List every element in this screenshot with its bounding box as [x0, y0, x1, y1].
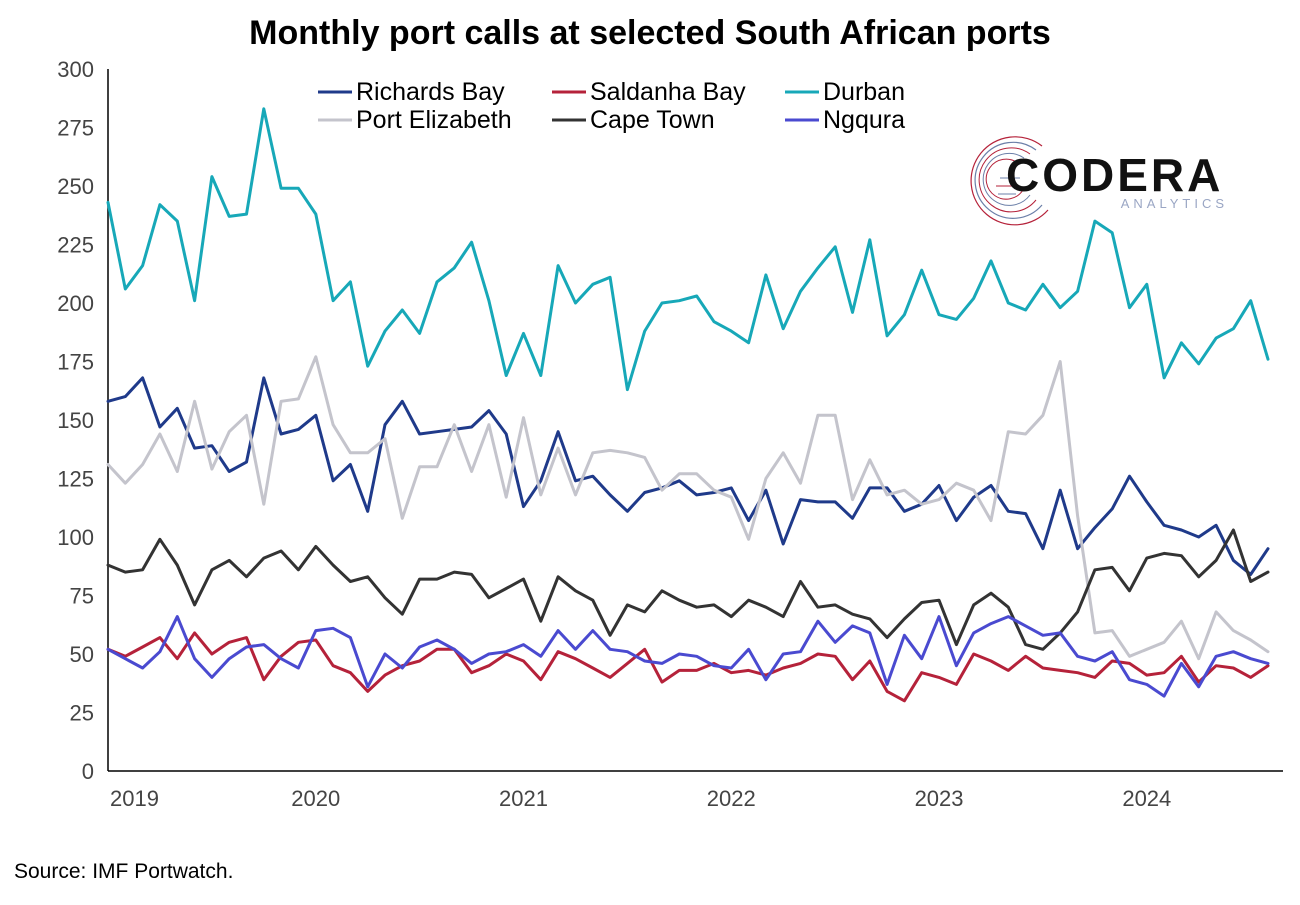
legend-label: Saldanha Bay [590, 78, 746, 106]
y-tick-label-125: 125 [57, 467, 94, 492]
y-tick-label-175: 175 [57, 350, 94, 375]
y-tick-label-25: 25 [70, 701, 94, 726]
series-line-ngqura [106, 615, 1270, 698]
legend-label: Ngqura [823, 106, 905, 134]
legend-item-durban: Durban [785, 78, 905, 106]
y-tick-label-225: 225 [57, 233, 94, 258]
series-line-durban [106, 107, 1270, 392]
y-tick-label-200: 200 [57, 291, 94, 316]
y-tick-label-150: 150 [57, 408, 94, 433]
y-tick-label-275: 275 [57, 116, 94, 141]
legend-label: Port Elizabeth [356, 106, 512, 134]
legend-item-cape-town: Cape Town [552, 106, 715, 134]
legend: Richards Bay Saldanha Bay Durban Port Eliza… [318, 78, 905, 134]
series-line-saldanha-bay [106, 631, 1270, 703]
y-tick-labels: 0 25 50 75 100 125 150 175 200 225 250 275 300 [57, 57, 94, 784]
y-tick-label-50: 50 [70, 642, 94, 667]
legend-item-port-elizabeth: Port Elizabeth [318, 106, 512, 134]
y-tick-label-100: 100 [57, 525, 94, 550]
source-note: Source: IMF Portwatch. [14, 860, 233, 883]
x-tick-labels: 2019 2020 2021 2022 2023 2024 [110, 786, 1171, 811]
x-tick-label-2021: 2021 [499, 786, 548, 811]
series-line-port-elizabeth [106, 355, 1270, 661]
y-tick-label-250: 250 [57, 174, 94, 199]
x-tick-label-2019: 2019 [110, 786, 159, 811]
x-tick-label-2024: 2024 [1122, 786, 1171, 811]
legend-label: Richards Bay [356, 78, 505, 106]
legend-label: Durban [823, 78, 905, 106]
legend-item-saldanha-bay: Saldanha Bay [552, 78, 746, 106]
x-tick-label-2020: 2020 [291, 786, 340, 811]
x-tick-label-2023: 2023 [915, 786, 964, 811]
y-tick-label-75: 75 [70, 584, 94, 609]
series-line-richards-bay [106, 376, 1270, 576]
logo-name: CODERA [1006, 149, 1223, 201]
legend-item-richards-bay: Richards Bay [318, 78, 505, 106]
logo-tagline: ANALYTICS [1121, 196, 1228, 211]
codera-logo: CODERA ANALYTICS [970, 136, 1228, 226]
y-tick-label-300: 300 [57, 57, 94, 82]
legend-label: Cape Town [590, 106, 715, 134]
y-tick-label-0: 0 [82, 759, 94, 784]
series-line-cape-town [106, 528, 1270, 651]
chart-title: Monthly port calls at selected South Afr… [249, 14, 1051, 52]
axes [107, 69, 1283, 772]
x-tick-label-2022: 2022 [707, 786, 756, 811]
series-lines [106, 107, 1270, 703]
logo-mark-icon [970, 136, 1049, 226]
legend-item-ngqura: Ngqura [785, 106, 905, 134]
